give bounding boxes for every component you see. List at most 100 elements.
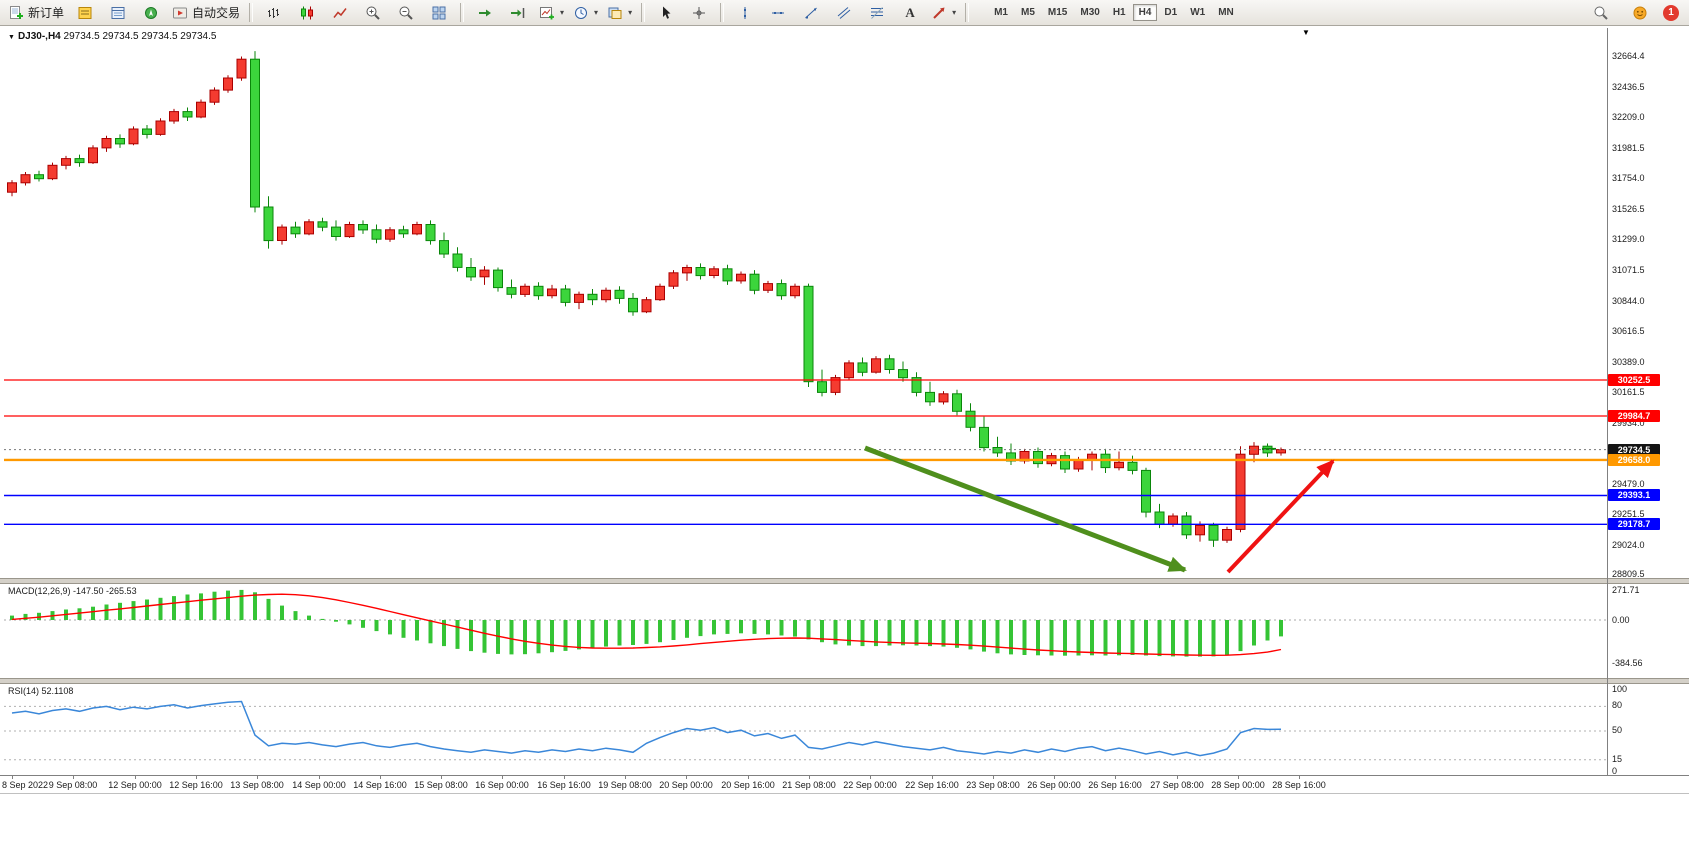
chart-title: ▼ DJ30-,H4 29734.5 29734.5 29734.5 29734.… [8,31,216,42]
text-tool-button[interactable]: A [894,1,926,25]
time-tick [1115,776,1116,779]
main-price-chart[interactable] [4,28,1607,578]
vertical-line-tool-button[interactable] [729,1,761,25]
trendline-tool-button[interactable] [795,1,827,25]
time-tick [686,776,687,779]
arrow-objects-button[interactable]: ▾ [927,1,960,25]
community-chat-icon [1633,6,1647,19]
time-tick [441,776,442,779]
rsi-panel[interactable] [4,684,1607,775]
time-scale[interactable]: 8 Sep 2022 9 Sep 08:00 12 Sep 00:00 12 Sep … [0,776,1689,793]
candle [574,293,584,303]
time-tick [1054,776,1055,779]
zoom-in-button[interactable] [357,1,389,25]
time-axis-label: 23 Sep 08:00 [966,780,1020,790]
auto-trading-button[interactable]: 自动交易 [168,1,244,25]
line-chart-button[interactable] [324,1,356,25]
timeframe-button-MN[interactable]: MN [1218,7,1234,18]
channel-tool-button[interactable] [828,1,860,25]
candle [1141,469,1151,513]
templates-button[interactable]: ▾ [603,1,636,25]
timeframe-button-M1[interactable]: M1 [994,7,1008,18]
y-axis-label: 29024.0 [1612,540,1645,550]
bars-chart-button[interactable] [258,1,290,25]
fibonacci-tool-button[interactable] [861,1,893,25]
candle [601,289,611,301]
periods-button[interactable]: ▾ [569,1,602,25]
timeframe-button-M30[interactable]: M30 [1080,7,1100,18]
candle [749,273,760,291]
green-down-arrow[interactable] [864,445,1187,573]
candle [331,226,341,238]
macd-indicator-label: MACD(12,26,9) -147.50 -265.53 [8,586,137,596]
y-axis-label: 29934.0 [1612,418,1645,428]
time-axis-label: 8 Sep 2022 [2,780,49,790]
panel-splitter[interactable] [0,678,1689,684]
y-axis-label: 30616.5 [1612,326,1645,336]
window-border [0,793,1689,794]
candle [155,120,166,135]
toolbar-separator [965,3,970,22]
candle [236,58,247,79]
panel-splitter[interactable] [0,578,1689,584]
symbol-dropdown-icon[interactable]: ▼ [8,34,15,41]
rsi-axis-label: 0 [1612,766,1618,776]
cursor-button[interactable] [650,1,682,25]
candle [425,224,436,242]
time-axis-label: 15 Sep 08:00 [414,780,468,790]
tile-windows-button[interactable] [423,1,455,25]
time-tick [748,776,749,779]
community-button[interactable] [1624,1,1656,25]
time-axis-label: 20 Sep 00:00 [659,780,713,790]
search-button[interactable] [1585,1,1617,25]
new-order-button[interactable]: 新订单 [4,1,68,25]
chart-shift-marker-icon[interactable]: ▼ [1302,28,1310,37]
timeframe-button-W1[interactable]: W1 [1190,7,1206,18]
candle [142,128,152,135]
macd-panel[interactable] [4,584,1607,678]
rsi-scale[interactable]: 100 80 50 15 0 [1608,684,1689,776]
timeframe-button-H1[interactable]: H1 [1112,7,1126,18]
chart-shift-button[interactable] [502,1,534,25]
time-axis-label: 16 Sep 16:00 [537,780,591,790]
time-axis-label: 27 Sep 08:00 [1150,780,1204,790]
rsi-axis-label: 15 [1612,754,1623,764]
price-scale[interactable]: 32664.4 32436.5 32209.0 31981.5 31754.0 31526… [1608,28,1689,579]
time-tick [870,776,871,779]
candle [925,391,935,403]
navigator-button[interactable] [135,1,167,25]
red-up-arrow[interactable] [1226,459,1335,574]
candle [655,285,665,301]
candle [722,268,733,282]
candle [979,426,989,449]
price-badge: 30252.5 [1608,374,1660,386]
candle [1181,515,1192,536]
timeframe-button-H4[interactable]: H4 [1132,4,1158,21]
candle [776,283,787,297]
market-watch-button[interactable] [69,1,101,25]
candle [223,77,233,91]
candle [398,229,409,235]
fibonacci-icon [871,6,884,19]
y-axis-label: 31981.5 [1612,143,1645,153]
candle [317,221,328,228]
crosshair-button[interactable] [683,1,715,25]
auto-scroll-icon [479,9,492,16]
timeframe-button-D1[interactable]: D1 [1164,7,1178,18]
zoom-out-button[interactable] [390,1,422,25]
horizontal-line-tool-button[interactable] [762,1,794,25]
auto-trading-icon [173,7,188,18]
macd-scale[interactable]: 271.71 0.00 -384.56 [1608,584,1689,678]
timeframe-button-M5[interactable]: M5 [1021,7,1035,18]
notification-badge[interactable]: 1 [1663,4,1679,21]
tile-windows-icon [432,6,446,19]
data-window-button[interactable] [102,1,134,25]
candles-chart-button[interactable] [291,1,323,25]
panel-border [0,775,1689,776]
new-chart-button[interactable]: ▾ [535,1,568,25]
auto-scroll-button[interactable] [469,1,501,25]
timeframe-button-M15[interactable]: M15 [1047,7,1068,18]
candle [344,224,355,238]
time-tick [73,776,74,779]
